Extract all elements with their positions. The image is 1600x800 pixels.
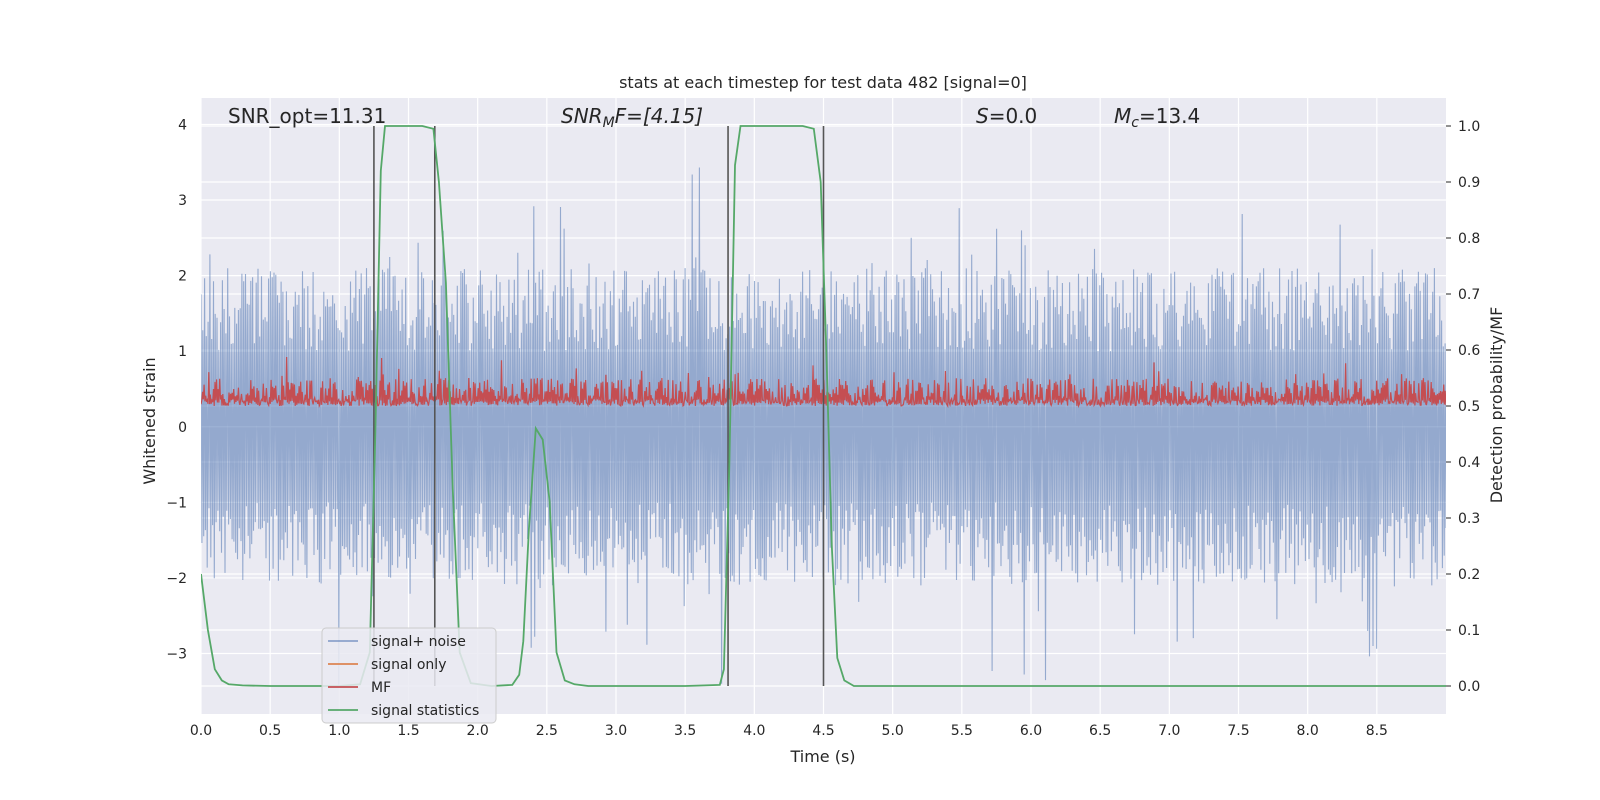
x-tick-label: 5.5 bbox=[951, 723, 973, 739]
legend-box bbox=[321, 627, 497, 724]
y-right-tick-label: 0.6 bbox=[1458, 343, 1480, 359]
x-tick-label: 4.5 bbox=[812, 723, 834, 739]
x-tick-label: 3.0 bbox=[605, 723, 627, 739]
x-tick-label: 1.5 bbox=[397, 723, 419, 739]
y-right-tick-label: 0.5 bbox=[1458, 399, 1480, 415]
x-tick-label: 7.5 bbox=[1227, 723, 1249, 739]
y-right-tick-label: 0.8 bbox=[1458, 231, 1480, 247]
x-tick-label: 2.5 bbox=[536, 723, 558, 739]
y-left-tick-label: 3 bbox=[178, 193, 187, 209]
y-right-tick-label: 0.1 bbox=[1458, 623, 1480, 639]
y-right-tick-label: 0.3 bbox=[1458, 511, 1480, 527]
annotation-snr-mf: SNRMF=[4.15] bbox=[561, 104, 703, 131]
x-tick-label: 6.5 bbox=[1089, 723, 1111, 739]
y-right-tick-label: 0.9 bbox=[1458, 175, 1480, 191]
y-left-tick-label: 1 bbox=[178, 344, 187, 360]
x-tick-label: 5.0 bbox=[882, 723, 904, 739]
x-axis-label: Time (s) bbox=[789, 747, 855, 766]
x-tick-label: 0.5 bbox=[259, 723, 281, 739]
y-left-tick-label: −3 bbox=[166, 647, 187, 663]
y-left-tick-label: 0 bbox=[178, 420, 187, 436]
x-tick-label: 4.0 bbox=[743, 723, 765, 739]
y-left-tick-label: −2 bbox=[166, 571, 187, 587]
x-tick-label: 2.0 bbox=[467, 723, 489, 739]
y-right-tick-label: 0.0 bbox=[1458, 679, 1480, 695]
chart-title: stats at each timestep for test data 482… bbox=[619, 73, 1027, 92]
y-right-tick-label: 0.7 bbox=[1458, 287, 1480, 303]
x-tick-label: 3.5 bbox=[674, 723, 696, 739]
x-tick-label: 1.0 bbox=[328, 723, 350, 739]
annotation-mc: Mc=13.4 bbox=[1114, 104, 1200, 131]
x-tick-label: 8.5 bbox=[1366, 723, 1388, 739]
annotation-s: S=0.0 bbox=[976, 104, 1037, 128]
y-left-tick-label: 4 bbox=[178, 117, 187, 133]
x-tick-label: 8.0 bbox=[1297, 723, 1319, 739]
legend-label-signal-statistics: signal statistics bbox=[371, 703, 479, 719]
y-right-tick-label: 1.0 bbox=[1458, 119, 1480, 135]
x-tick-label: 6.0 bbox=[1020, 723, 1042, 739]
series-layer bbox=[201, 125, 1446, 687]
y-axis-left-label: Whitened strain bbox=[140, 357, 159, 484]
y-right-tick-label: 0.2 bbox=[1458, 567, 1480, 583]
x-tick-label: 7.0 bbox=[1158, 723, 1180, 739]
y-left-tick-label: 2 bbox=[178, 269, 187, 285]
y-axis-right-label: Detection probability/MF bbox=[1487, 307, 1506, 504]
x-tick-label: 0.0 bbox=[190, 723, 212, 739]
legend-label-signal-plus-noise: signal+ noise bbox=[371, 634, 466, 650]
y-left-tick-label: −1 bbox=[166, 495, 187, 511]
y-right-tick-label: 0.4 bbox=[1458, 455, 1480, 471]
series-signal-statistics-line bbox=[201, 125, 1446, 687]
annotation-snr-opt: SNR_opt=11.31 bbox=[228, 104, 386, 128]
legend-label-mf: MF bbox=[371, 680, 391, 696]
legend: signal+ noise signal only MF signal stat… bbox=[321, 627, 497, 724]
legend-label-signal-only: signal only bbox=[371, 657, 446, 673]
